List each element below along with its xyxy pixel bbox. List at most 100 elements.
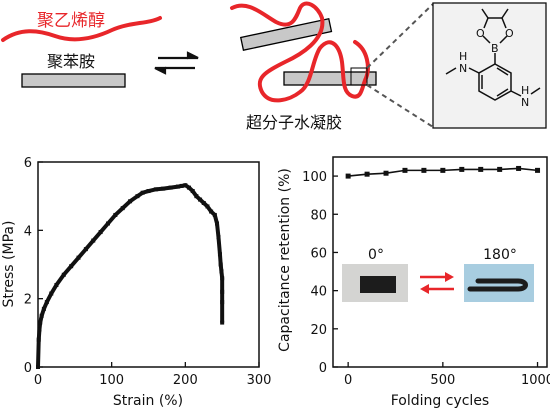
angle-0-label: 0° bbox=[368, 247, 384, 263]
chart2-frame bbox=[332, 156, 548, 368]
chart1-xlabel: Strain (%) bbox=[113, 393, 183, 409]
data-point bbox=[402, 167, 408, 173]
data-point bbox=[38, 320, 43, 325]
molecule-inset: B O O H N H N bbox=[432, 2, 547, 129]
atom-o-left: O bbox=[476, 27, 485, 40]
atom-b: B bbox=[491, 42, 499, 55]
data-point bbox=[190, 189, 195, 194]
data-point bbox=[54, 283, 59, 287]
data-point bbox=[120, 206, 125, 211]
equilibrium-arrows-icon bbox=[154, 51, 199, 75]
atom-n-left: N bbox=[459, 62, 467, 75]
data-point bbox=[497, 166, 503, 172]
x-tick-label: 500 bbox=[430, 373, 455, 388]
data-point bbox=[516, 165, 522, 171]
x-tick-label: 300 bbox=[247, 373, 272, 388]
x-tick-label: 1000 bbox=[521, 373, 550, 388]
data-point bbox=[83, 247, 88, 252]
data-point bbox=[216, 235, 221, 240]
data-point bbox=[459, 166, 465, 172]
chart1-ylabel: Stress (MPa) bbox=[1, 221, 17, 308]
y-tick-label: 2 bbox=[24, 293, 32, 308]
data-point bbox=[76, 255, 81, 260]
zoom-line-top bbox=[366, 3, 434, 69]
data-point bbox=[91, 238, 96, 243]
y-tick-label: 80 bbox=[310, 208, 327, 223]
y-tick-label: 60 bbox=[310, 246, 327, 261]
x-tick-label: 0 bbox=[344, 373, 352, 388]
data-point bbox=[105, 221, 110, 226]
hydrogel-label: 超分子水凝胶 bbox=[246, 113, 342, 132]
data-point bbox=[146, 189, 151, 194]
pva-chain-left bbox=[1, 16, 162, 42]
stress-strain-chart: 0 100 200 300 0 2 4 6 Strain (%) Stress (MPa) bbox=[1, 156, 271, 409]
data-point bbox=[218, 262, 223, 267]
data-point bbox=[383, 170, 389, 176]
data-point bbox=[187, 185, 192, 190]
y-tick-label: 4 bbox=[24, 224, 32, 239]
data-point bbox=[61, 272, 66, 277]
molecule-inset-frame bbox=[432, 2, 547, 129]
molecule-atom-labels: B O O H N H N bbox=[459, 27, 529, 109]
hydrogel-network: 超分子水凝胶 bbox=[230, 1, 377, 132]
data-point bbox=[219, 269, 224, 274]
data-point bbox=[69, 264, 74, 269]
photo-folded-sample bbox=[467, 278, 528, 292]
schematic: 聚乙烯醇 聚苯胺 超分子水凝胶 bbox=[1, 1, 547, 132]
data-point bbox=[98, 230, 103, 235]
data-point bbox=[220, 300, 225, 305]
atom-h-left: H bbox=[459, 50, 467, 63]
data-point bbox=[49, 291, 54, 296]
data-point bbox=[135, 194, 140, 199]
data-point bbox=[183, 183, 188, 188]
pani-rod-upper bbox=[239, 18, 333, 51]
data-point bbox=[179, 183, 184, 188]
pani-rod-left bbox=[21, 73, 126, 88]
data-point bbox=[39, 313, 44, 318]
data-point bbox=[209, 209, 214, 214]
y-tick-label: 0 bbox=[319, 361, 327, 376]
pva-chain-network bbox=[230, 1, 370, 103]
data-point bbox=[41, 306, 46, 311]
chart1-marks bbox=[36, 183, 225, 369]
pani-label: 聚苯胺 bbox=[47, 52, 95, 71]
chart2-ticks: 0 500 1000 0 20 40 60 80 100 bbox=[302, 170, 550, 388]
chart1-frame bbox=[37, 161, 260, 368]
pva-label: 聚乙烯醇 bbox=[37, 11, 105, 31]
y-tick-label: 6 bbox=[24, 156, 32, 171]
data-point bbox=[440, 167, 446, 173]
data-point bbox=[535, 167, 541, 173]
x-tick-label: 100 bbox=[99, 373, 124, 388]
data-point bbox=[113, 212, 118, 217]
y-tick-label: 20 bbox=[310, 323, 327, 338]
data-point bbox=[220, 276, 225, 281]
x-tick-label: 0 bbox=[34, 373, 42, 388]
atom-o-right: O bbox=[505, 27, 514, 40]
photo-flat-sample bbox=[360, 276, 396, 293]
data-point bbox=[36, 337, 41, 342]
y-tick-label: 40 bbox=[310, 285, 327, 300]
data-point bbox=[478, 166, 484, 172]
y-tick-label: 0 bbox=[24, 361, 32, 376]
data-point bbox=[198, 197, 203, 202]
atom-n-right: N bbox=[521, 96, 529, 109]
data-point bbox=[220, 320, 225, 325]
chart2-ylabel: Capacitance retention (%) bbox=[277, 168, 293, 352]
data-point bbox=[345, 173, 351, 179]
data-point bbox=[161, 186, 166, 191]
data-point bbox=[220, 289, 225, 294]
molecule-structure bbox=[445, 8, 541, 101]
data-point bbox=[201, 201, 206, 205]
data-point bbox=[215, 221, 220, 226]
data-point bbox=[153, 187, 158, 192]
chart2-marks bbox=[345, 165, 541, 179]
photo-folded-device: 180° bbox=[464, 247, 534, 302]
data-point bbox=[421, 167, 427, 173]
data-point bbox=[364, 171, 370, 177]
data-point bbox=[128, 199, 133, 204]
data-point bbox=[168, 185, 173, 190]
data-point bbox=[217, 252, 222, 257]
data-point bbox=[36, 365, 40, 369]
data-point bbox=[37, 327, 42, 332]
